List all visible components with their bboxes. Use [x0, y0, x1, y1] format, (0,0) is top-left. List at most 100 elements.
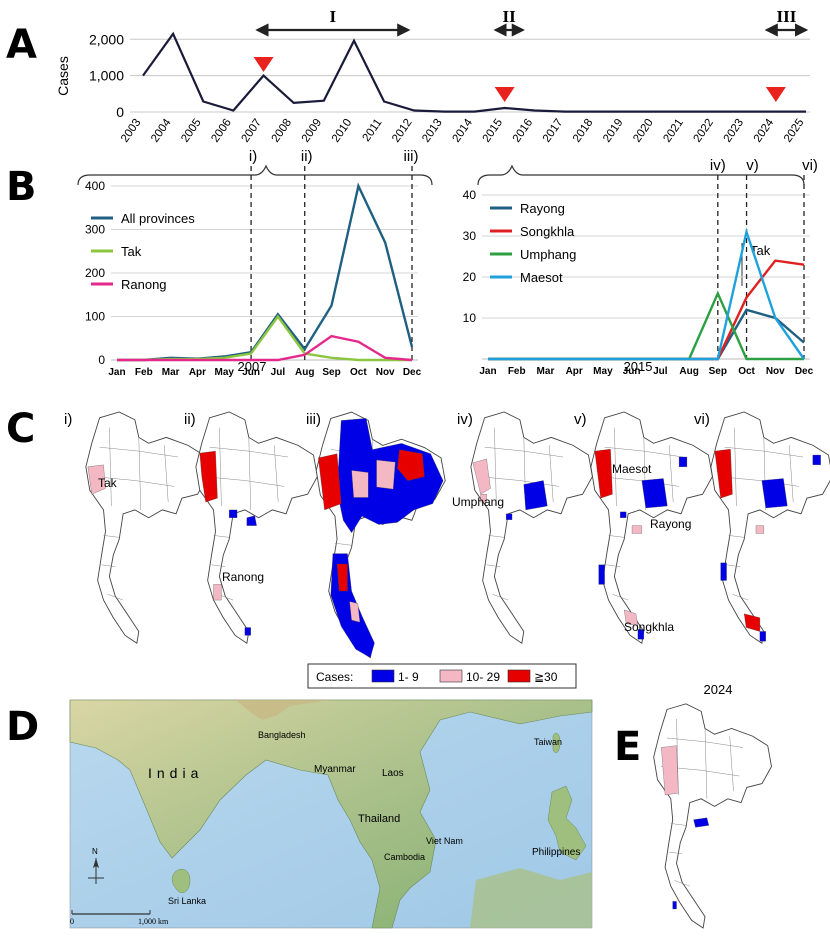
region-pink	[632, 526, 642, 534]
month-tick-label: Feb	[135, 367, 153, 378]
period-label-ii: II	[503, 7, 517, 26]
panel-a-xtick: 2017	[541, 117, 566, 145]
panel-a-xtick: 2023	[722, 117, 747, 145]
place-label-ranong: Ranong	[222, 570, 264, 584]
month-tick-label: Dec	[403, 367, 422, 378]
panel-a-xtick: 2007	[239, 117, 264, 145]
ytick-label: 40	[463, 188, 477, 202]
panel-a-xtick: 2020	[631, 117, 656, 145]
period-label-i: I	[330, 7, 337, 26]
region-pink	[377, 460, 396, 489]
legend-label: 1- 9	[398, 670, 419, 684]
series-line-umphang	[488, 293, 804, 359]
panel-a-xtick: 2003	[119, 117, 144, 145]
panel-b-left-brace	[78, 166, 432, 185]
legend-label: All provinces	[121, 211, 195, 226]
panel-a-cases-line	[143, 34, 806, 112]
ytick-label: 200	[85, 266, 105, 280]
panel-letter-d: D	[6, 704, 39, 750]
map-label-3: iii)	[306, 411, 321, 428]
legend-label: Ranong	[121, 277, 167, 292]
scale-end-label: 1,000 km	[138, 917, 169, 926]
panel-e-map-2024: 2024	[654, 682, 772, 928]
map-label-4: iv)	[457, 411, 473, 428]
panel-a-xtick: 2015	[481, 117, 506, 145]
region-blue	[599, 565, 605, 585]
ytick-label: 0	[98, 353, 105, 367]
month-tick-label: Sep	[709, 366, 727, 377]
period-marker-label: ii)	[301, 148, 313, 165]
map-i	[86, 412, 208, 643]
period-marker-label: iv)	[710, 157, 726, 174]
series-line-rayong	[488, 310, 804, 359]
legend-label: 10- 29	[466, 670, 500, 684]
region-blue	[679, 457, 687, 467]
panel-a-xtick: 2016	[511, 117, 536, 145]
panel-a-xtick: 2008	[270, 117, 295, 145]
panel-letter-c: C	[6, 406, 35, 452]
month-tick-label: Aug	[295, 367, 314, 378]
map-iv	[471, 412, 593, 643]
legend-swatch	[508, 670, 530, 682]
region-blue	[620, 512, 626, 518]
panel-d-region-map: India Bangladesh Myanmar Laos Thailand V…	[70, 700, 592, 928]
thailand-outline	[654, 704, 772, 928]
series-line-ranong	[117, 336, 412, 360]
series-line-tak	[117, 317, 412, 361]
month-tick-label: Jun	[242, 367, 260, 378]
scale-start-label: 0	[70, 917, 74, 926]
outbreak-marker-icon	[254, 57, 274, 72]
ytick-label: 30	[463, 229, 477, 243]
panel-a-xtick: 2021	[661, 117, 686, 145]
panel-a-xtick: 2013	[420, 117, 445, 145]
map-label-1: i)	[64, 411, 72, 428]
region-pink	[352, 470, 369, 497]
region-blue	[524, 481, 548, 510]
ytick-label: 20	[463, 270, 477, 284]
month-tick-label: Jun	[623, 366, 641, 377]
label-sri-lanka: Sri Lanka	[168, 896, 206, 906]
region-blue	[694, 818, 709, 828]
region-blue	[247, 516, 257, 526]
region-red	[318, 454, 341, 510]
ytick-label: 10	[463, 311, 477, 325]
panel-a-ytick: 2,000	[89, 31, 124, 47]
period-marker-label: iii)	[404, 148, 419, 165]
region-pink	[214, 584, 222, 600]
outbreak-marker-icon	[766, 87, 786, 102]
thailand-outline	[471, 412, 593, 643]
region-blue	[813, 455, 821, 465]
label-thailand: Thailand	[358, 813, 400, 825]
month-tick-label: Oct	[350, 367, 367, 378]
panel-a-xtick: 2011	[361, 117, 385, 144]
month-tick-label: Jul	[653, 366, 668, 377]
period-marker-label: vi)	[802, 157, 818, 174]
month-tick-label: Oct	[738, 366, 755, 377]
label-india: India	[148, 765, 203, 781]
panel-a-xtick: 2024	[752, 116, 777, 144]
place-label-tak: Tak	[98, 476, 118, 490]
month-tick-label: Jan	[108, 367, 125, 378]
panel-a-xtick: 2004	[149, 116, 174, 144]
month-tick-label: Apr	[566, 366, 583, 377]
panel-a-xtick: 2014	[450, 116, 475, 144]
region-blue	[506, 514, 512, 520]
month-tick-label: Apr	[189, 367, 206, 378]
legend-label: Maesot	[520, 270, 563, 285]
month-tick-label: Aug	[679, 366, 698, 377]
label-myanmar: Myanmar	[314, 764, 356, 775]
region-blue	[642, 479, 667, 508]
panel-a-xtick: 2019	[601, 117, 626, 145]
month-tick-label: Mar	[537, 366, 555, 377]
panel-letter-e: E	[614, 724, 641, 770]
month-tick-label: Dec	[795, 366, 814, 377]
label-philippines: Philippines	[532, 847, 580, 858]
month-tick-label: Sep	[322, 367, 340, 378]
legend-swatch	[440, 670, 462, 682]
north-label: N	[92, 847, 98, 856]
southern-islands	[470, 868, 592, 928]
